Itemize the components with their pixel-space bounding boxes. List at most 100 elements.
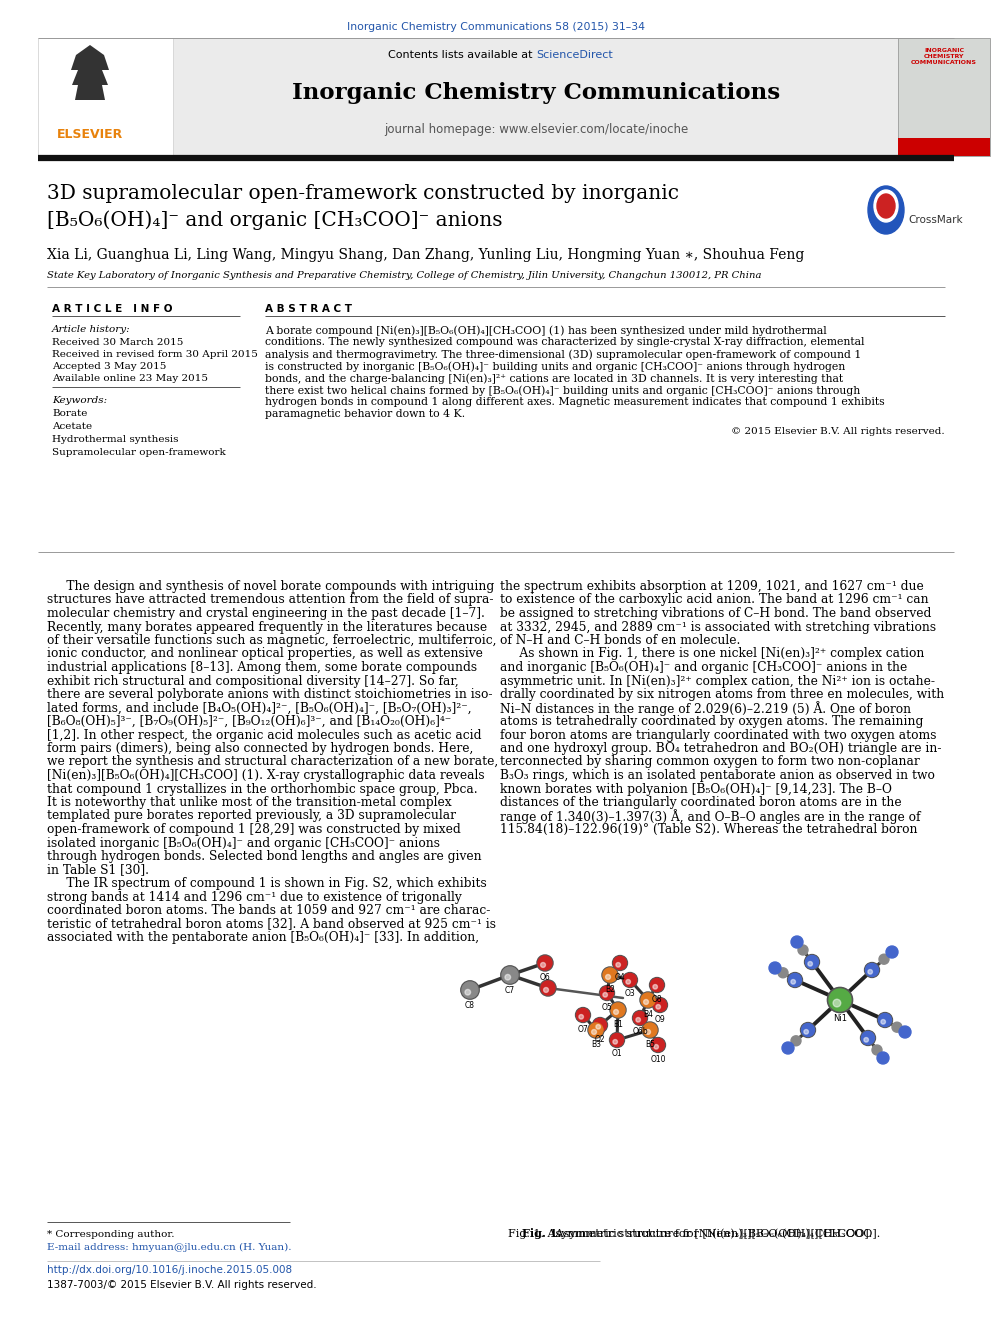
Circle shape xyxy=(656,1004,661,1009)
Text: O1: O1 xyxy=(612,1049,622,1058)
Text: journal homepage: www.elsevier.com/locate/inoche: journal homepage: www.elsevier.com/locat… xyxy=(384,123,688,136)
Circle shape xyxy=(610,1002,626,1019)
Circle shape xyxy=(611,1003,625,1017)
Text: The design and synthesis of novel borate compounds with intriguing: The design and synthesis of novel borate… xyxy=(47,579,494,593)
Circle shape xyxy=(591,1029,596,1035)
Circle shape xyxy=(861,1032,875,1044)
Circle shape xyxy=(653,998,668,1012)
Text: teristic of tetrahedral boron atoms [32]. A band observed at 925 cm⁻¹ is: teristic of tetrahedral boron atoms [32]… xyxy=(47,917,496,930)
Circle shape xyxy=(640,992,656,1008)
Ellipse shape xyxy=(874,191,898,222)
Text: [Ni(en)₃][B₅O₆(OH)₄][CH₃COO] (1). X-ray crystallographic data reveals: [Ni(en)₃][B₅O₆(OH)₄][CH₃COO] (1). X-ray … xyxy=(47,769,485,782)
Text: known borates with polyanion [B₅O₆(OH)₄]⁻ [9,14,23]. The B–O: known borates with polyanion [B₅O₆(OH)₄]… xyxy=(500,782,892,795)
Ellipse shape xyxy=(877,194,895,218)
Circle shape xyxy=(589,1023,603,1037)
Text: Keywords:: Keywords: xyxy=(52,396,107,405)
Text: strong bands at 1414 and 1296 cm⁻¹ due to existence of trigonally: strong bands at 1414 and 1296 cm⁻¹ due t… xyxy=(47,890,461,904)
Text: A borate compound [Ni(en)₃][B₅O₆(OH)₄][CH₃COO] (1) has been synthesized under mi: A borate compound [Ni(en)₃][B₅O₆(OH)₄][C… xyxy=(265,325,826,336)
Circle shape xyxy=(540,980,557,996)
Circle shape xyxy=(791,1036,801,1045)
Text: 3D supramolecular open-framework constructed by inorganic: 3D supramolecular open-framework constru… xyxy=(47,184,679,202)
Circle shape xyxy=(505,975,511,980)
Circle shape xyxy=(802,1024,814,1036)
Text: the spectrum exhibits absorption at 1209, 1021, and 1627 cm⁻¹ due: the spectrum exhibits absorption at 1209… xyxy=(500,579,924,593)
Text: Received 30 March 2015: Received 30 March 2015 xyxy=(52,337,184,347)
Text: Recently, many borates appeared frequently in the literatures because: Recently, many borates appeared frequent… xyxy=(47,620,487,634)
Circle shape xyxy=(864,963,880,978)
Circle shape xyxy=(605,975,610,979)
Circle shape xyxy=(654,999,667,1012)
Text: four boron atoms are triangularly coordinated with two oxygen atoms: four boron atoms are triangularly coordi… xyxy=(500,729,936,741)
Circle shape xyxy=(633,1011,648,1025)
Text: CrossMark: CrossMark xyxy=(908,216,962,225)
Circle shape xyxy=(538,957,552,970)
Text: isolated inorganic [B₅O₆(OH)₄]⁻ and organic [CH₃COO]⁻ anions: isolated inorganic [B₅O₆(OH)₄]⁻ and orga… xyxy=(47,836,440,849)
Text: of N–H and C–H bonds of en molecule.: of N–H and C–H bonds of en molecule. xyxy=(500,634,740,647)
Text: Inorganic Chemistry Communications: Inorganic Chemistry Communications xyxy=(292,82,780,105)
Text: O8: O8 xyxy=(652,995,663,1004)
Circle shape xyxy=(886,946,898,958)
Circle shape xyxy=(624,974,637,987)
Text: 1387-7003/© 2015 Elsevier B.V. All rights reserved.: 1387-7003/© 2015 Elsevier B.V. All right… xyxy=(47,1279,316,1290)
Circle shape xyxy=(603,968,617,982)
Text: ELSEVIER: ELSEVIER xyxy=(57,128,123,142)
Circle shape xyxy=(652,1039,665,1052)
Text: B₃O₃ rings, which is an isolated pentaborate anion as observed in two: B₃O₃ rings, which is an isolated pentabo… xyxy=(500,769,934,782)
Circle shape xyxy=(868,970,872,974)
Circle shape xyxy=(541,980,555,995)
Text: It is noteworthy that unlike most of the transition-metal complex: It is noteworthy that unlike most of the… xyxy=(47,796,451,808)
Text: be assigned to stretching vibrations of C–H bond. The band observed: be assigned to stretching vibrations of … xyxy=(500,607,931,620)
Text: [1,2]. In other respect, the organic acid molecules such as acetic acid: [1,2]. In other respect, the organic aci… xyxy=(47,729,481,741)
Text: As shown in Fig. 1, there is one nickel [Ni(en)₃]²⁺ complex cation: As shown in Fig. 1, there is one nickel … xyxy=(500,647,925,660)
Text: that compound 1 crystallizes in the orthorhombic space group, Pbca.: that compound 1 crystallizes in the orth… xyxy=(47,782,477,795)
Text: O3: O3 xyxy=(625,990,635,999)
Text: Acetate: Acetate xyxy=(52,422,92,431)
Circle shape xyxy=(651,1037,666,1053)
Text: B2: B2 xyxy=(605,986,615,994)
Circle shape xyxy=(644,999,649,1004)
Circle shape xyxy=(600,987,613,999)
Text: ScienceDirect: ScienceDirect xyxy=(536,50,613,60)
Circle shape xyxy=(613,1040,617,1044)
Circle shape xyxy=(501,966,519,984)
Circle shape xyxy=(782,1043,794,1054)
Circle shape xyxy=(576,1008,589,1021)
Text: O6: O6 xyxy=(540,972,551,982)
Circle shape xyxy=(801,1023,815,1037)
Circle shape xyxy=(602,967,618,983)
Text: exhibit rich structural and compositional diversity [14–27]. So far,: exhibit rich structural and compositiona… xyxy=(47,675,458,688)
Circle shape xyxy=(864,1037,868,1043)
Text: form pairs (dimers), being also connected by hydrogen bonds. Here,: form pairs (dimers), being also connecte… xyxy=(47,742,473,755)
FancyBboxPatch shape xyxy=(898,138,990,156)
Circle shape xyxy=(610,1033,624,1046)
Circle shape xyxy=(791,979,796,984)
Text: O4: O4 xyxy=(615,972,625,982)
Circle shape xyxy=(653,984,658,990)
Circle shape xyxy=(462,982,478,998)
Text: industrial applications [8–13]. Among them, some borate compounds: industrial applications [8–13]. Among th… xyxy=(47,662,477,673)
Circle shape xyxy=(641,994,655,1007)
Text: and one hydroxyl group. BO₄ tetrahedron and BO₂(OH) triangle are in-: and one hydroxyl group. BO₄ tetrahedron … xyxy=(500,742,941,755)
Circle shape xyxy=(805,954,819,970)
Circle shape xyxy=(791,935,803,949)
Circle shape xyxy=(877,1052,889,1064)
Circle shape xyxy=(879,954,889,964)
Text: E-mail address: hmyuan@jlu.edu.cn (H. Yuan).: E-mail address: hmyuan@jlu.edu.cn (H. Yu… xyxy=(47,1244,292,1252)
Text: O7: O7 xyxy=(577,1024,588,1033)
Circle shape xyxy=(603,992,607,998)
Circle shape xyxy=(833,999,841,1007)
Circle shape xyxy=(878,1012,893,1028)
Text: Fig. 1.: Fig. 1. xyxy=(522,1228,561,1240)
Circle shape xyxy=(860,1031,876,1045)
Text: coordinated boron atoms. The bands at 1059 and 927 cm⁻¹ are charac-: coordinated boron atoms. The bands at 10… xyxy=(47,904,490,917)
Circle shape xyxy=(654,1045,659,1049)
Text: lated forms, and include [B₄O₅(OH)₄]²⁻, [B₅O₆(OH)₄]⁻, [B₅O₇(OH)₃]²⁻,: lated forms, and include [B₄O₅(OH)₄]²⁻, … xyxy=(47,701,471,714)
Text: we report the synthesis and structural characterization of a new borate,: we report the synthesis and structural c… xyxy=(47,755,498,769)
Text: through hydrogen bonds. Selected bond lengths and angles are given: through hydrogen bonds. Selected bond le… xyxy=(47,849,482,863)
Text: distances of the triangularly coordinated boron atoms are in the: distances of the triangularly coordinate… xyxy=(500,796,902,808)
Text: is constructed by inorganic [B₅O₆(OH)₄]⁻ building units and organic [CH₃COO]⁻ an: is constructed by inorganic [B₅O₆(OH)₄]⁻… xyxy=(265,361,845,372)
Circle shape xyxy=(634,1012,647,1024)
Text: * Corresponding author.: * Corresponding author. xyxy=(47,1230,175,1240)
Text: bonds, and the charge-balancing [Ni(en)₃]²⁺ cations are located in 3D channels. : bonds, and the charge-balancing [Ni(en)₃… xyxy=(265,373,843,384)
Text: templated pure borates reported previously, a 3D supramolecular: templated pure borates reported previous… xyxy=(47,810,456,823)
